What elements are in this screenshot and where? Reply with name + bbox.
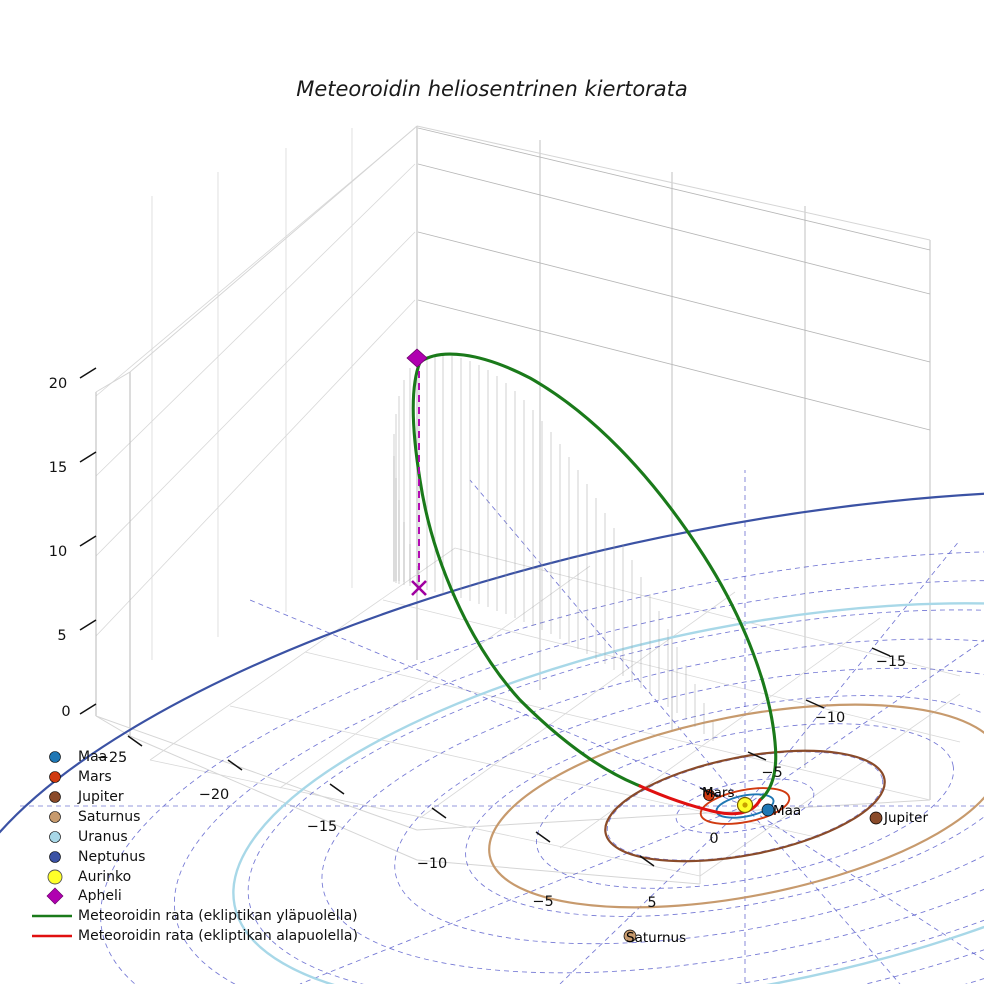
orbit-neptunus (0, 489, 984, 984)
x-tick-0: 0 (709, 831, 718, 847)
aphelion-projection-x-icon (411, 580, 427, 596)
pane-back-left (95, 127, 416, 660)
legend-item-meteor-below[interactable]: Meteoroidin rata (ekliptikan alapuolella… (32, 928, 358, 944)
orbit-saturnus (488, 703, 984, 909)
legend-marker-icon-mars (49, 771, 61, 783)
legend-item-saturnus[interactable]: Saturnus (49, 809, 141, 825)
legend-label-uranus: Uranus (78, 829, 128, 845)
legend-label-mars: Mars (78, 769, 112, 785)
x-tick--5: −5 (532, 894, 553, 910)
body-saturnus-marker (623, 929, 637, 943)
planet-orbits (0, 489, 984, 984)
legend-label-apheli: Apheli (78, 888, 122, 904)
body-jupiter-marker (869, 811, 883, 825)
z-tick-5: 5 (57, 628, 66, 644)
page-title: Meteoroidin heliosentrinen kiertorata (296, 77, 688, 101)
legend-label-maa: Maa (78, 749, 107, 765)
body-aurinko-core (742, 802, 748, 808)
orbit-uranus (232, 602, 984, 984)
x-tick-5: 5 (647, 895, 656, 911)
legend: Maa Mars Jupiter Saturnus Uranus Neptunu… (32, 749, 358, 944)
x-tick--15: −15 (307, 819, 338, 835)
legend-item-maa[interactable]: Maa (49, 749, 108, 765)
legend-item-neptunus[interactable]: Neptunus (49, 849, 146, 865)
planet-bodies (623, 789, 883, 943)
legend-item-apheli[interactable]: Apheli (46, 887, 122, 905)
x-axis: −25 −20 −15 −10 −5 0 5 (97, 735, 719, 911)
y-axis: −15 −10 −5 (699, 647, 907, 797)
z-tick-10: 10 (49, 544, 67, 560)
legend-marker-icon-neptunus (49, 851, 61, 863)
legend-marker-icon-aurinko (47, 869, 63, 885)
meteoroid-orbit-above-ecliptic (411, 352, 778, 802)
body-maa-marker (761, 803, 775, 817)
body-label-saturnus: Saturnus (626, 930, 686, 946)
x-tick--10: −10 (417, 856, 448, 872)
pane-back-right (417, 127, 931, 800)
legend-marker-icon-jupiter (49, 791, 61, 803)
legend-item-mars[interactable]: Mars (49, 769, 112, 785)
y-tick--15: −15 (876, 654, 907, 670)
aphelion-marker-icon (406, 348, 428, 368)
body-label-jupiter: Jupiter (883, 810, 928, 826)
z-tick-0: 0 (61, 704, 70, 720)
ecliptic-polar-grid (20, 470, 984, 984)
y-tick--10: −10 (815, 710, 846, 726)
legend-item-aurinko[interactable]: Aurinko (47, 869, 131, 885)
legend-marker-icon-apheli (46, 887, 64, 905)
x-tick--25: −25 (97, 750, 128, 766)
x-tick--20: −20 (199, 787, 230, 803)
y-tick--5: −5 (761, 765, 782, 781)
legend-label-saturnus: Saturnus (78, 809, 140, 825)
orbit-jupiter (604, 749, 886, 863)
legend-marker-icon-uranus (49, 831, 61, 843)
legend-item-meteor-above[interactable]: Meteoroidin rata (ekliptikan yläpuolella… (32, 908, 358, 924)
orbit-stem-lines (393, 355, 714, 741)
legend-label-aurinko: Aurinko (78, 869, 131, 885)
legend-label-jupiter: Jupiter (77, 789, 124, 805)
legend-label-meteor-below: Meteoroidin rata (ekliptikan alapuolella… (78, 928, 358, 944)
axes-box-edges (95, 125, 931, 885)
legend-marker-icon-saturnus (49, 811, 61, 823)
orbit-mars (699, 787, 791, 825)
z-axis: 20 15 10 5 0 (49, 367, 97, 720)
legend-marker-icon-maa (49, 751, 61, 763)
legend-item-jupiter[interactable]: Jupiter (49, 789, 124, 805)
z-tick-20: 20 (49, 376, 67, 392)
legend-item-uranus[interactable]: Uranus (49, 829, 128, 845)
legend-label-neptunus: Neptunus (78, 849, 145, 865)
z-tick-15: 15 (49, 460, 67, 476)
legend-label-meteor-above: Meteoroidin rata (ekliptikan yläpuolella… (78, 908, 358, 924)
body-label-maa: Maa (773, 803, 801, 819)
body-label-mars: Mars (702, 785, 735, 801)
